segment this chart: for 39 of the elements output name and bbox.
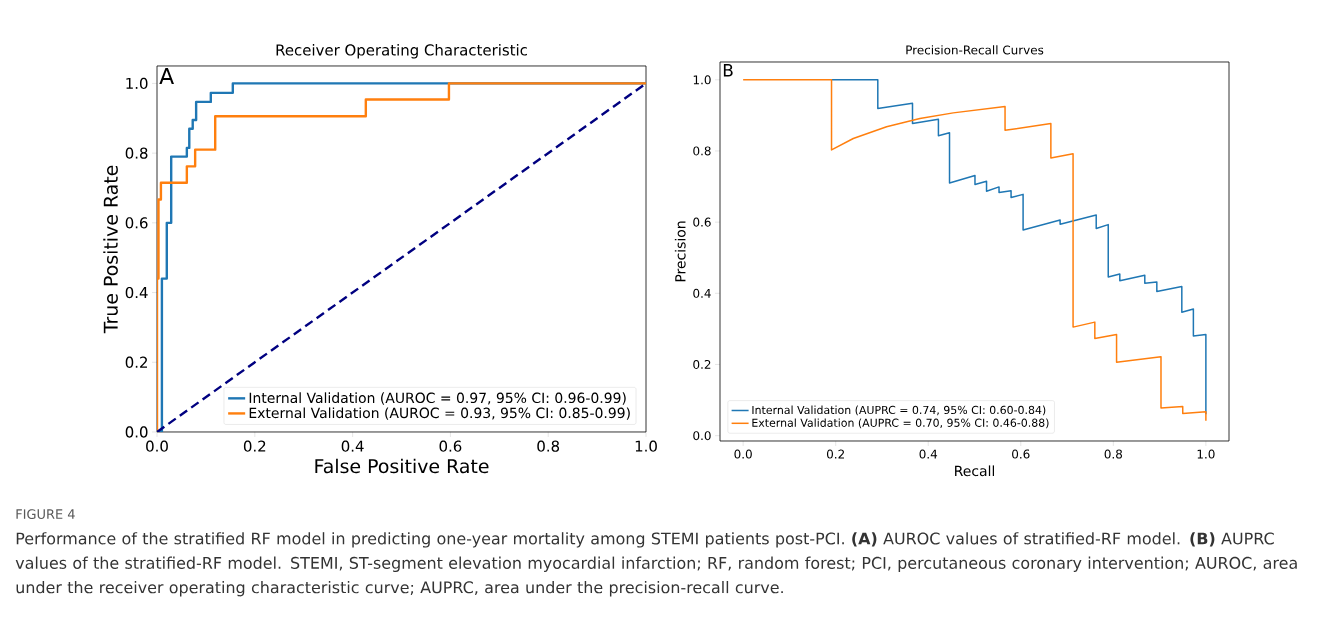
y-axis-title: Precision — [674, 221, 686, 282]
y-tick-label: 1.0 — [693, 75, 711, 85]
x-tick-label: 0.6 — [439, 440, 462, 452]
y-tick-label: 0.8 — [693, 146, 711, 156]
x-tick-label: 1.0 — [1197, 449, 1215, 459]
y-tick-label: 0.6 — [125, 217, 148, 229]
y-tick-label: 0.4 — [693, 288, 711, 298]
legend-label: External Validation (AUPRC = 0.70, 95% CI: 0.46-0.88) — [752, 418, 1049, 429]
chart-title: Receiver Operating Characteristic — [276, 44, 527, 59]
text: Performance of the stratified RF model in predicting one-year mortality among STEMI patients post-PCI. (A) AUROC values of stratified-RF model. (B) AUPRC values of the stratified-RF model. STEMI, ST-segment elevation myocardial infarction; RF, random forest; PCI, percutaneous coronary intervention; AUROC, area under the receiver operating characteristic curve; AUPRC, area under the precision-recall curve. — [15, 532, 1297, 597]
caption: FIGURE 4 — [16, 509, 75, 519]
x-tick-label: 0.6 — [1012, 449, 1030, 459]
legend-label: Internal Validation (AUPRC = 0.74, 95% CI: 0.60-0.84) — [752, 405, 1046, 416]
y-axis-title: True Positive Rate — [103, 165, 118, 334]
annotation: A — [159, 68, 174, 84]
x-axis-title: False Positive Rate — [315, 458, 489, 474]
x-tick-label: 0.4 — [341, 440, 364, 452]
x-axis-title: Recall — [955, 465, 995, 477]
x-tick-label: 1.0 — [635, 440, 657, 452]
legend-label: External Validation (AUROC = 0.93, 95% CI: 0.85-0.99) — [249, 407, 630, 420]
x-tick-label: 0.8 — [537, 440, 560, 452]
y-tick-label: 0.2 — [125, 356, 147, 368]
line-series — [157, 82, 647, 432]
x-tick-label: 0.2 — [826, 449, 844, 459]
x-tick-label: 0.2 — [243, 440, 266, 452]
chart-title: Precision-Recall Curves — [906, 45, 1044, 55]
y-tick-label: 0.6 — [693, 217, 711, 227]
y-tick-label: 0.0 — [125, 426, 148, 438]
y-tick-label: 1.0 — [126, 77, 148, 90]
y-tick-label: 0.2 — [693, 359, 711, 369]
y-tick-label: 0.0 — [693, 431, 711, 441]
x-tick-label: 0.4 — [919, 449, 938, 459]
annotation: B — [723, 64, 733, 77]
x-tick-label: 0.8 — [1104, 449, 1123, 459]
legend-label: Internal Validation (AUROC = 0.97, 95% CI: 0.96-0.99) — [249, 392, 626, 405]
x-tick-label: 0.0 — [146, 440, 168, 452]
y-tick-label: 0.4 — [125, 286, 148, 299]
y-tick-label: 0.8 — [125, 147, 148, 159]
x-tick-label: 0.0 — [734, 449, 752, 459]
